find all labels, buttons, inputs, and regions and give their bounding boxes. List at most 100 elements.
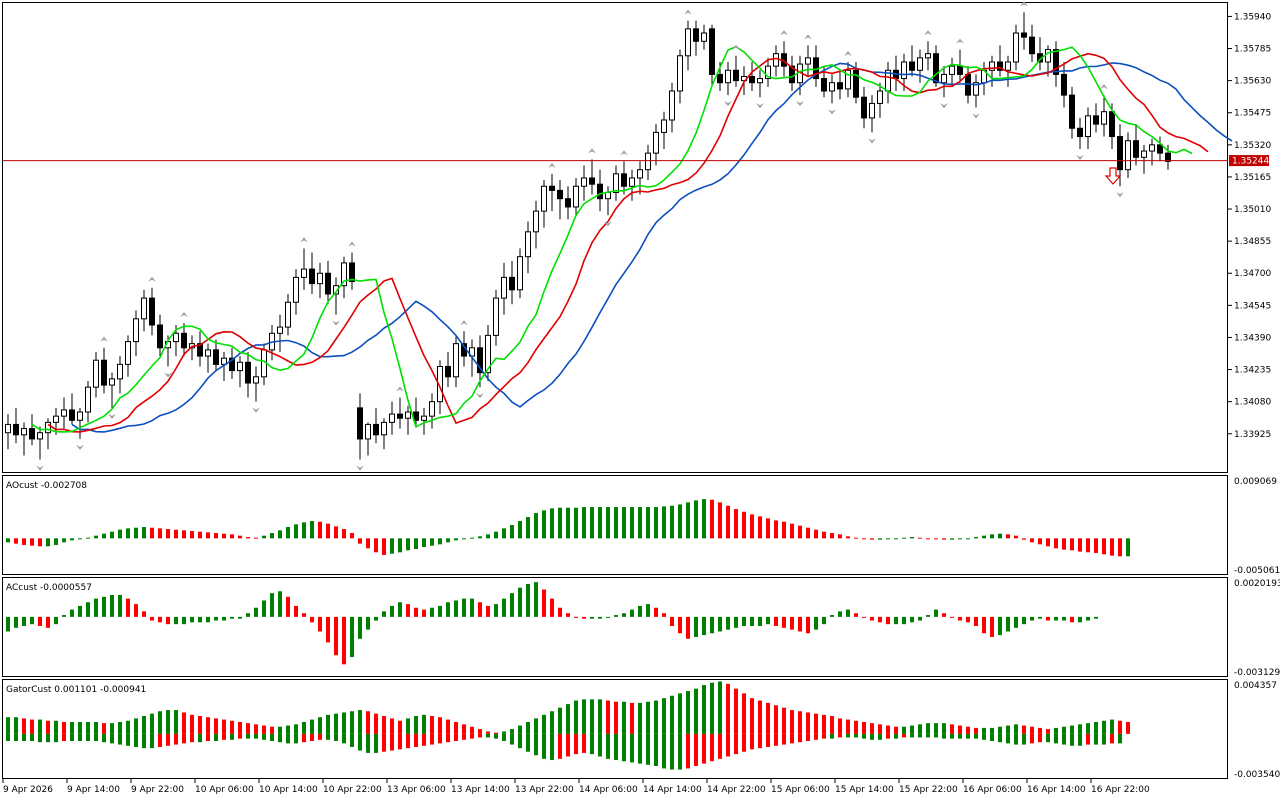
gator-lower-bar	[558, 733, 562, 759]
ao-bar-down	[990, 616, 994, 637]
bull-candle	[93, 359, 99, 388]
gator-upper-bar	[174, 710, 178, 734]
bull-candle	[973, 82, 979, 96]
ao-bar-up	[622, 613, 626, 617]
gator-lower-bar	[1062, 733, 1066, 745]
bear-candle	[29, 428, 35, 440]
gator-lower-bar	[726, 733, 730, 757]
gator-upper-bar	[558, 707, 562, 734]
ao-bar-down	[350, 533, 354, 539]
fractal-down-icon	[724, 101, 732, 107]
bear-candle	[1053, 49, 1059, 75]
ao-bar-up	[366, 616, 370, 630]
gator-upper-bar	[998, 726, 1002, 734]
fractal-up-icon	[348, 241, 356, 247]
gator-lower-bar	[662, 733, 666, 769]
bull-candle	[637, 169, 643, 179]
bull-candle	[45, 421, 51, 434]
ao-bar-down	[878, 616, 882, 623]
price-tick-label: 1.35010	[1234, 205, 1271, 215]
gator-upper-bar	[1126, 721, 1130, 734]
gator-upper-bar	[718, 681, 722, 734]
bull-candle	[109, 378, 115, 386]
gator-lower-bar	[822, 733, 826, 739]
gator-lower-bar	[30, 733, 34, 742]
fractal-up-icon	[300, 237, 308, 243]
ao-bar-down	[790, 523, 794, 539]
ao-bar-up	[910, 537, 914, 539]
gator-upper-bar	[454, 721, 458, 734]
ao-bar-up	[294, 524, 298, 539]
bear-candle	[1093, 115, 1099, 125]
bull-candle	[277, 326, 283, 334]
ao-bar-down	[974, 616, 978, 626]
ao-bar-up	[742, 616, 746, 626]
gator-upper-bar	[574, 700, 578, 734]
time-tick-label: 9 Apr 22:00	[131, 785, 184, 795]
ao-bar-down	[830, 533, 834, 539]
gator-lower-bar	[838, 733, 842, 738]
gator-upper-bar	[886, 725, 890, 734]
gator-upper-bar	[166, 710, 170, 734]
ao-bar-up	[646, 604, 650, 617]
gator-lower-bar	[574, 733, 578, 755]
ao-bar-up	[998, 533, 1002, 539]
bull-candle	[805, 57, 811, 65]
gator-upper-bar	[758, 700, 762, 734]
ao-bar-up	[902, 537, 906, 539]
ao-bar-down	[22, 538, 26, 545]
gator-lower-bar	[422, 733, 426, 746]
ao-bar-down	[206, 532, 210, 539]
gator-upper-bar	[766, 702, 770, 734]
gator-upper-bar	[126, 720, 130, 734]
ao-bar-up	[534, 582, 538, 617]
bear-candle	[1117, 136, 1123, 171]
ao-bar-up	[62, 538, 66, 543]
ao-bar-down	[662, 613, 666, 617]
gator-lower-bar	[126, 733, 130, 746]
ao-bar-down	[798, 525, 802, 539]
ao-bar-up	[478, 536, 482, 539]
price-candles	[5, 12, 1171, 460]
gator-upper-bar	[182, 712, 186, 734]
bear-candle	[213, 349, 219, 365]
bull-candle	[85, 386, 91, 413]
bull-candle	[133, 318, 139, 343]
gator-upper-bar	[206, 717, 210, 734]
gator-upper-bar	[806, 712, 810, 734]
bear-candle	[1029, 36, 1035, 55]
fractal-up-icon	[780, 30, 788, 36]
gator-upper-bar	[974, 727, 978, 734]
gator-upper-bar	[1014, 724, 1018, 734]
gator-upper-bar	[646, 701, 650, 734]
ao-bar-up	[950, 538, 954, 540]
current-price-tag	[1229, 155, 1269, 167]
ao-bar-down	[574, 616, 578, 618]
gator-upper-bar	[694, 688, 698, 734]
price-tick-label: 1.35320	[1234, 141, 1271, 151]
ao-bar-down	[838, 534, 842, 539]
time-tick-label: 15 Apr 22:00	[899, 785, 958, 795]
time-tick-label: 13 Apr 22:00	[515, 785, 574, 795]
fractal-up-icon	[844, 50, 852, 56]
gator-upper-bar	[534, 718, 538, 734]
ao-bar-up	[1094, 616, 1098, 619]
bear-candle	[373, 423, 379, 436]
gator-upper-bar	[950, 724, 954, 734]
ao-bar-up	[422, 538, 426, 547]
gator-lower-bar	[134, 733, 138, 747]
gator-upper-bar	[870, 723, 874, 734]
ao-bar-down	[1006, 534, 1010, 539]
ao-bar-up	[926, 615, 930, 617]
gator-lower-bar	[358, 733, 362, 751]
ao-bar-down	[1094, 538, 1098, 553]
gator-upper-bar	[78, 721, 82, 734]
bull-candle	[773, 53, 779, 67]
gator-upper-bar	[190, 714, 194, 734]
gator-upper-bar	[302, 721, 306, 734]
bull-candle	[237, 361, 243, 372]
gator-upper-bar	[390, 718, 394, 734]
bear-candle	[1157, 144, 1163, 154]
gator-lower-bar	[518, 733, 522, 749]
